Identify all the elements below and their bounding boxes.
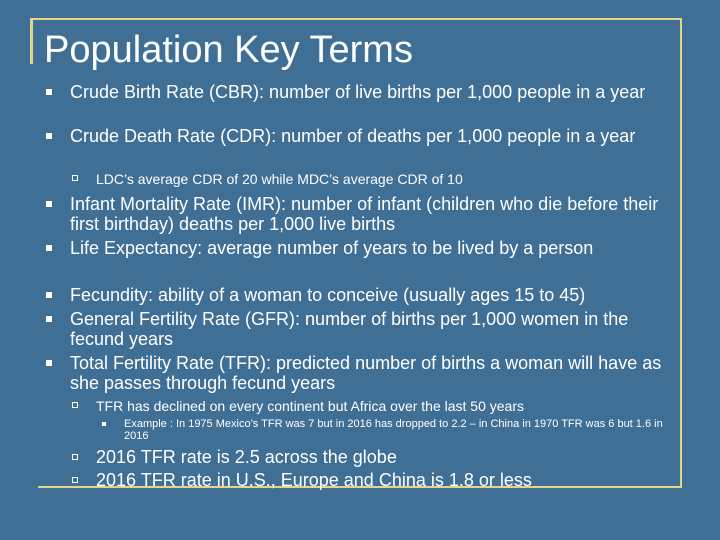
frame-bottom-line <box>38 486 682 488</box>
term-cdr: Crude Death Rate (CDR): number of deaths… <box>70 126 636 146</box>
term-tfr: Total Fertility Rate (TFR): predicted nu… <box>70 353 662 393</box>
square-bullet-icon <box>46 316 52 322</box>
note-us-europe-china-tfr: 2016 TFR rate in U.S., Europe and China … <box>96 470 532 490</box>
square-bullet-icon <box>46 360 52 366</box>
term-imr: Infant Mortality Rate (IMR): number of i… <box>70 194 659 234</box>
hollow-square-bullet-icon <box>72 175 78 181</box>
square-bullet-icon <box>46 201 52 207</box>
slide-title: Population Key Terms <box>44 29 413 71</box>
hollow-square-bullet-icon <box>72 477 78 483</box>
note-cdr-ldc-mdc: LDC’s average CDR of 20 while MDC’s aver… <box>96 171 463 187</box>
frame-right-line <box>680 18 682 488</box>
note-global-tfr: 2016 TFR rate is 2.5 across the globe <box>96 447 397 467</box>
frame-left-line <box>30 18 33 64</box>
frame-top-line <box>30 18 680 20</box>
term-cbr: Crude Birth Rate (CBR): number of live b… <box>70 82 646 102</box>
square-bullet-icon <box>46 292 52 298</box>
hollow-square-bullet-icon <box>72 454 78 460</box>
term-gfr: General Fertility Rate (GFR): number of … <box>70 309 629 349</box>
square-bullet-icon <box>46 133 52 139</box>
square-bullet-icon <box>46 89 52 95</box>
term-life-expectancy: Life Expectancy: average number of years… <box>70 238 594 258</box>
square-bullet-icon <box>46 245 52 251</box>
example-mexico-china: Example : In 1975 Mexico’s TFR was 7 but… <box>124 418 663 442</box>
hollow-square-bullet-icon <box>72 402 78 408</box>
small-square-bullet-icon <box>102 422 106 426</box>
note-tfr-declined: TFR has declined on every continent but … <box>96 398 525 414</box>
term-fecundity: Fecundity: ability of a woman to conceiv… <box>70 285 586 305</box>
